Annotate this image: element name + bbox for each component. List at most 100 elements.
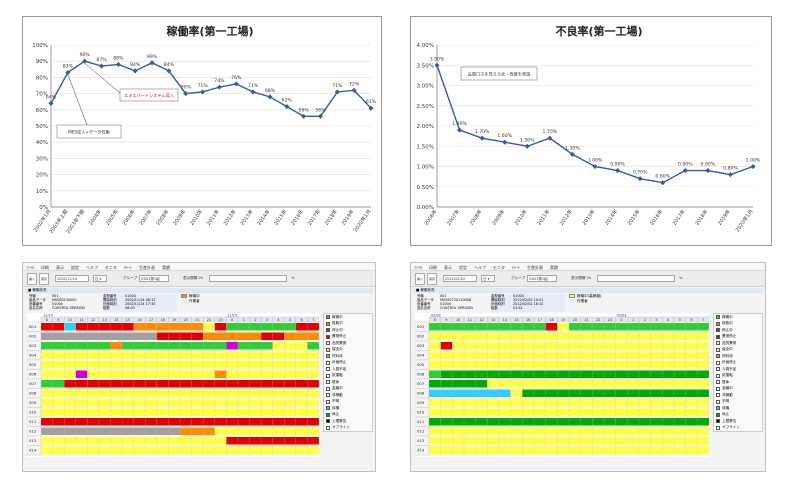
save-button[interactable]: 保存: [427, 273, 437, 285]
operating-rate-svg: 稼働率(第一工場) 0% 10% 20% 30% 40% 50% 60% 70% 80% 90% 10…: [32, 24, 377, 235]
legend-swatch: [326, 334, 330, 339]
annotation-leader: [67, 74, 88, 126]
menu-item[interactable]: ヘルプ: [86, 265, 98, 270]
menu-item[interactable]: 設定: [459, 265, 467, 270]
status-color-chip: [569, 298, 575, 303]
menu-item[interactable]: 表示: [56, 265, 64, 270]
legend-item: 保全中: [714, 347, 762, 354]
machine-label: 010: [417, 410, 425, 415]
legend-label: 材料待: [722, 353, 733, 358]
x-tick-label: 2019年: [340, 208, 356, 227]
machine-label: 005: [29, 362, 37, 367]
legend-swatch: [326, 399, 330, 404]
menu-item[interactable]: 表示: [444, 265, 452, 270]
x-tick-label: 2018年: [323, 208, 339, 227]
legend-swatch: [716, 328, 720, 333]
save-button[interactable]: 保存: [39, 273, 49, 285]
date-field[interactable]: 2002/11/14: [55, 275, 89, 282]
info-label: 品名名称: [417, 306, 431, 310]
hour-label: 13: [491, 318, 495, 322]
menu-item[interactable]: ﾁｬｰﾄ: [124, 265, 132, 270]
data-point: [216, 84, 222, 90]
group-select[interactable]: G001第1組: [139, 275, 169, 282]
date-label: 02/03: [617, 314, 627, 318]
group-label: グループ: [511, 276, 526, 280]
menu-item[interactable]: 印刷: [41, 265, 49, 270]
gantt-segment: [429, 389, 511, 397]
machine-label: 001: [417, 324, 425, 329]
data-label: 0.90%: [610, 162, 625, 168]
menu-item[interactable]: ﾁｬｰﾄ: [512, 265, 520, 270]
menu-item[interactable]: 実績: [162, 265, 170, 270]
legend-label: 休止: [722, 412, 730, 417]
legend-item: 昼休: [324, 379, 372, 386]
gantt-segment: [307, 342, 319, 350]
open-button[interactable]: 開く: [27, 273, 37, 285]
gantt-segment: [214, 323, 227, 331]
info-row: 品番番号 01004: [29, 302, 99, 306]
y-tick-label: 60%: [36, 108, 48, 114]
gantt-chart: 11/14 11/158 9 10 11 12 13 14 15 16 17 18 19 20 21 22 23…: [27, 313, 319, 457]
legend-swatch: [716, 425, 720, 430]
info-row: 製品データ M00S0720110008: [417, 298, 487, 302]
production-monitor-window-2002: ﾌｧｲﾙ 印刷 表示 設定 ヘルプ モニタ ﾁｬｰﾄ 生産計画 実績開く 保存 2002/11/14…: [22, 262, 376, 472]
menu-item[interactable]: ﾌｧｲﾙ: [26, 265, 34, 270]
data-label: 3.50%: [430, 56, 445, 62]
legend-swatch: [716, 419, 720, 424]
data-label: 1.50%: [520, 137, 535, 143]
menu-item[interactable]: ヘルプ: [474, 265, 486, 270]
legend-label: 非稼動: [332, 392, 343, 397]
open-button[interactable]: 開く: [415, 273, 425, 285]
gantt-segment: [75, 370, 88, 378]
menu-item[interactable]: 設定: [71, 265, 79, 270]
legend-label: 上限警告: [722, 418, 737, 423]
gantt-segment: [191, 380, 319, 388]
menu-bar: ﾌｧｲﾙ 印刷 表示 設定 ヘルプ モニタ ﾁｬｰﾄ 生産計画 実績: [23, 263, 375, 271]
legend-item: 品質異常: [714, 340, 762, 347]
annotation-box: [119, 88, 179, 102]
legend-item: 不明: [714, 399, 762, 406]
group-select[interactable]: G001第1組: [527, 275, 557, 282]
y-tick-label: 10%: [36, 189, 48, 195]
interval-slider[interactable]: [597, 275, 675, 282]
menu-item[interactable]: 印刷: [429, 265, 437, 270]
toolbar: 開く 保存 2012/02/02 日 ▾ グループ G001第1組 表示間隔 2h%: [411, 271, 765, 287]
menu-item[interactable]: モニタ: [493, 265, 505, 270]
shift-select[interactable]: 日 ▾: [481, 275, 495, 282]
legend-swatch: [326, 386, 330, 391]
y-tick-label: 2.00%: [417, 124, 434, 130]
info-row: 開始時刻 2002/11/14 08:12: [103, 298, 177, 302]
data-label: 74%: [214, 78, 225, 84]
date-field[interactable]: 2012/02/02: [443, 275, 477, 282]
menu-item[interactable]: 実績: [550, 265, 558, 270]
menu-item[interactable]: 生産計画: [139, 265, 155, 270]
menu-item[interactable]: ﾌｧｲﾙ: [414, 265, 422, 270]
hour-label: 2: [254, 318, 256, 322]
defect-rate-svg: 不良率(第一工場) 0.00% 0.50% 1.00% 1.50% 2.00% 2.50% 3…: [417, 24, 761, 233]
legend: 稼働中 段取中 停止中 異常停止 品質異常 保全中 材料待 計画停止 人員不足 試運転 昼休 会議中非…: [713, 313, 763, 432]
annotation-text: 品質ロスを見える化・改善を実施: [468, 71, 532, 78]
data-point: [682, 168, 688, 174]
machine-label: 003: [29, 343, 37, 348]
gantt-segment: [75, 323, 134, 331]
info-row: 計画時刻 2012/02/02 18:12: [491, 302, 565, 306]
hour-label: 15: [126, 318, 130, 322]
hour-label: 1: [243, 318, 245, 322]
gantt-segment: [429, 380, 488, 388]
gantt-segment: [545, 323, 558, 331]
gantt-segment: [429, 370, 441, 378]
legend-swatch: [716, 347, 720, 352]
menu-item[interactable]: モニタ: [105, 265, 117, 270]
hour-label: 21: [195, 318, 199, 322]
x-tick-label: 2008年: [155, 208, 171, 227]
interval-slider[interactable]: [209, 275, 287, 282]
info-row: 品名名称 CONTROL VERSION: [417, 306, 487, 310]
x-tick-label: 2017年: [306, 208, 322, 227]
legend-item: 材料待: [714, 353, 762, 360]
menu-item[interactable]: 生産計画: [527, 265, 543, 270]
x-tick-label: 2011年: [536, 208, 552, 227]
gantt-segment: [203, 332, 262, 340]
shift-select[interactable]: 日 ▾: [93, 275, 107, 282]
gantt-segment: [180, 427, 215, 435]
x-tick-label: 2014年: [603, 208, 619, 227]
